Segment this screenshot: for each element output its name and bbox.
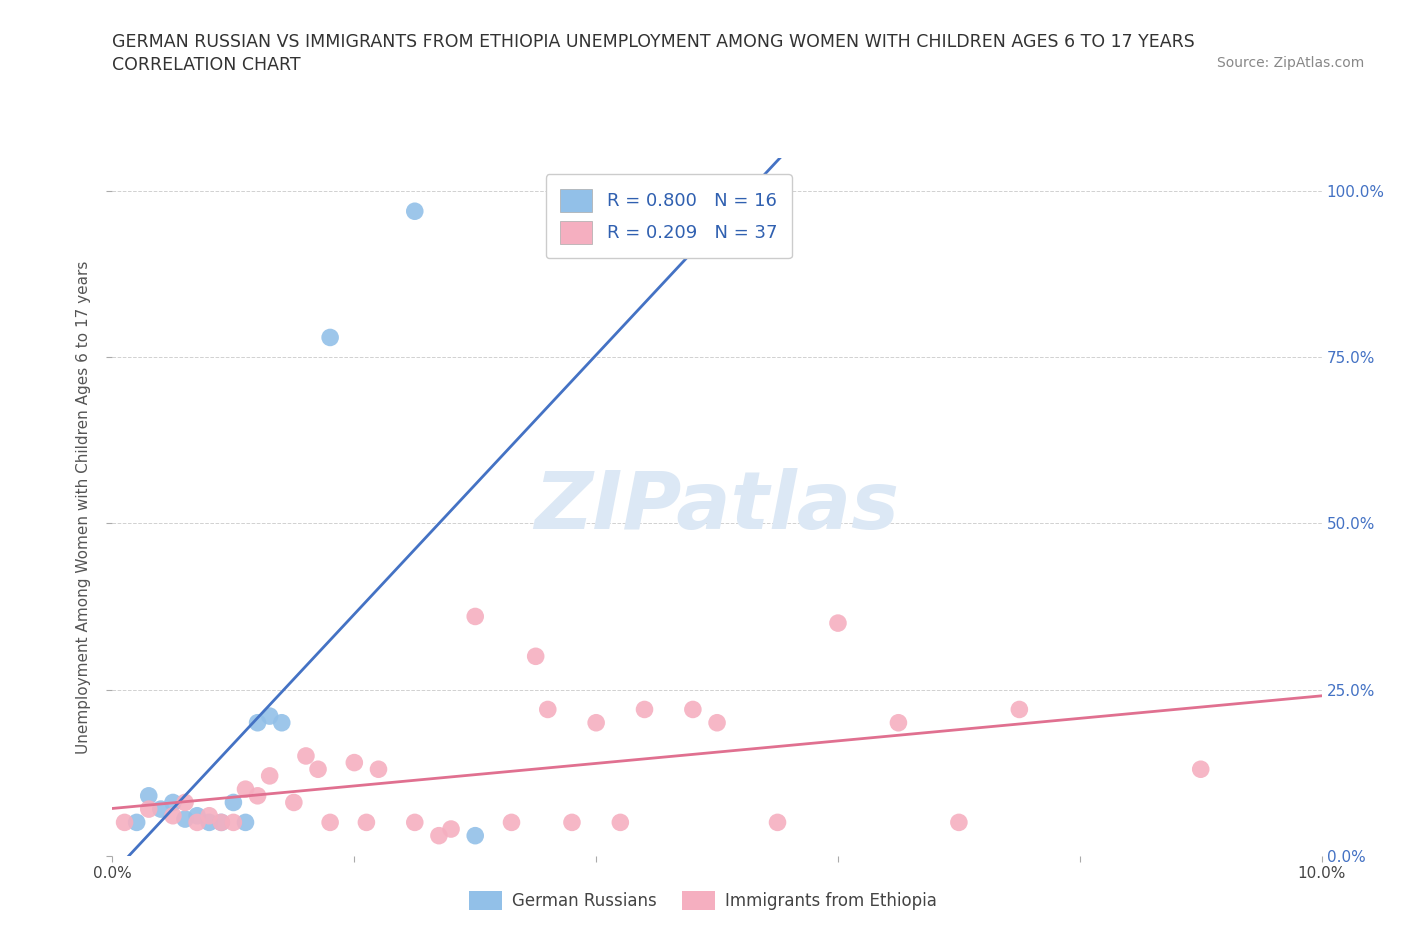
- Point: [464, 609, 486, 624]
- Point: [186, 808, 208, 823]
- Point: [706, 715, 728, 730]
- Point: [404, 204, 426, 219]
- Point: [343, 755, 366, 770]
- Legend: German Russians, Immigrants from Ethiopia: German Russians, Immigrants from Ethiopi…: [463, 884, 943, 917]
- Text: ZIPatlas: ZIPatlas: [534, 468, 900, 546]
- Point: [948, 815, 970, 830]
- Point: [222, 815, 245, 830]
- Text: CORRELATION CHART: CORRELATION CHART: [112, 56, 301, 73]
- Point: [149, 802, 172, 817]
- Point: [174, 795, 197, 810]
- Point: [537, 702, 560, 717]
- Point: [427, 829, 450, 844]
- Point: [186, 815, 208, 830]
- Point: [259, 768, 281, 783]
- Point: [246, 789, 269, 804]
- Point: [356, 815, 378, 830]
- Point: [114, 815, 136, 830]
- Point: [235, 815, 257, 830]
- Point: [174, 812, 197, 827]
- Point: [1008, 702, 1031, 717]
- Point: [283, 795, 305, 810]
- Point: [585, 715, 607, 730]
- Point: [138, 789, 160, 804]
- Legend: R = 0.800   N = 16, R = 0.209   N = 37: R = 0.800 N = 16, R = 0.209 N = 37: [546, 174, 792, 259]
- Point: [609, 815, 631, 830]
- Point: [270, 715, 292, 730]
- Point: [162, 808, 184, 823]
- Point: [633, 702, 655, 717]
- Point: [235, 782, 257, 797]
- Point: [682, 702, 704, 717]
- Point: [246, 715, 269, 730]
- Text: Source: ZipAtlas.com: Source: ZipAtlas.com: [1216, 56, 1364, 70]
- Point: [209, 815, 232, 830]
- Point: [1189, 762, 1212, 777]
- Point: [501, 815, 523, 830]
- Point: [440, 821, 463, 836]
- Point: [307, 762, 329, 777]
- Point: [138, 802, 160, 817]
- Point: [295, 749, 318, 764]
- Y-axis label: Unemployment Among Women with Children Ages 6 to 17 years: Unemployment Among Women with Children A…: [76, 260, 91, 753]
- Point: [561, 815, 583, 830]
- Point: [259, 709, 281, 724]
- Point: [887, 715, 910, 730]
- Point: [464, 829, 486, 844]
- Point: [367, 762, 389, 777]
- Point: [766, 815, 789, 830]
- Point: [162, 795, 184, 810]
- Point: [125, 815, 148, 830]
- Text: GERMAN RUSSIAN VS IMMIGRANTS FROM ETHIOPIA UNEMPLOYMENT AMONG WOMEN WITH CHILDRE: GERMAN RUSSIAN VS IMMIGRANTS FROM ETHIOP…: [112, 33, 1195, 50]
- Point: [404, 815, 426, 830]
- Point: [319, 330, 342, 345]
- Point: [209, 815, 232, 830]
- Point: [319, 815, 342, 830]
- Point: [827, 616, 849, 631]
- Point: [222, 795, 245, 810]
- Point: [524, 649, 547, 664]
- Point: [198, 815, 221, 830]
- Point: [198, 808, 221, 823]
